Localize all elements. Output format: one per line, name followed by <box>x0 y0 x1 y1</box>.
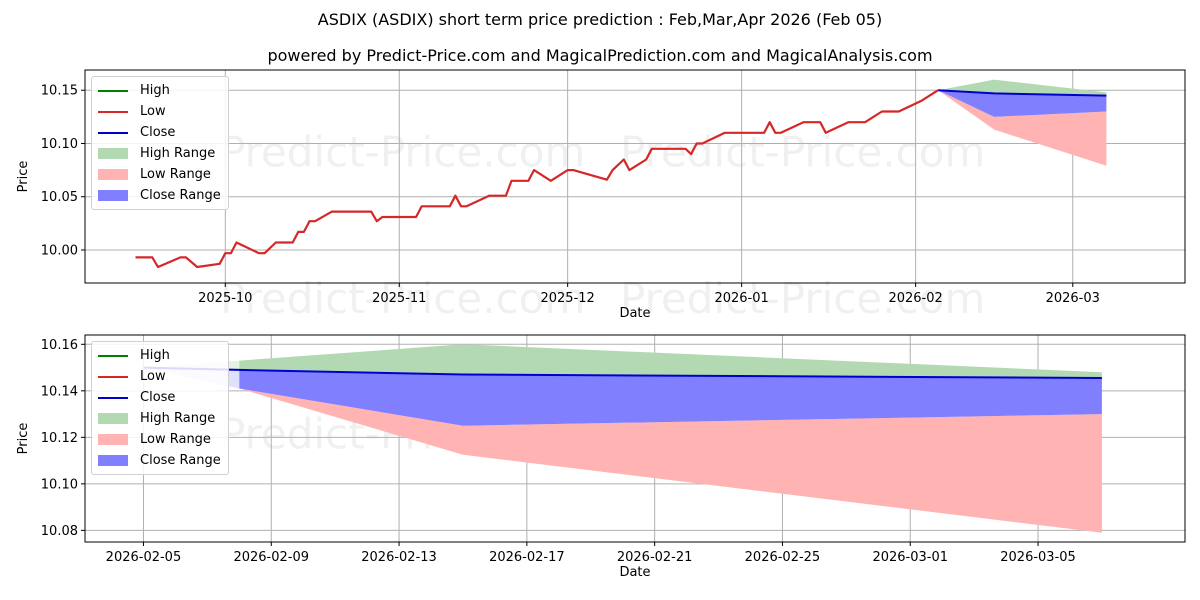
legend-swatch <box>98 110 128 113</box>
x-tick-label: 2025-12 <box>540 291 594 306</box>
legend-item-close-range: Close Range <box>98 185 221 206</box>
legend-item-close-range: Close Range <box>98 450 221 471</box>
x-tick-label: 2026-03-01 <box>872 550 948 565</box>
legend-label: High Range <box>140 146 216 161</box>
watermark: Predict-Price.com Predict-Price.com Predic… <box>220 128 985 324</box>
svg-text:Predict-Price.com: Predict-Price.com <box>620 274 985 323</box>
x-tick-label: 2026-03-05 <box>1000 550 1076 565</box>
legend-swatch <box>98 455 128 466</box>
legend-item-close: Close <box>98 122 221 143</box>
y-tick-label: 10.10 <box>41 477 78 492</box>
x-axis-label: Date <box>619 565 650 580</box>
x-tick-label: 2026-03 <box>1046 291 1100 306</box>
low-history-line <box>135 89 939 269</box>
legend-label: Close <box>140 125 176 140</box>
chart-title: ASDIX (ASDIX) short term price predictio… <box>317 10 883 29</box>
x-axis-label: Date <box>619 306 650 321</box>
x-tick-label: 2026-01 <box>714 291 768 306</box>
high-range-area <box>239 344 1102 378</box>
low-range-area <box>938 90 1107 166</box>
y-tick-label: 10.05 <box>41 190 78 205</box>
legend-swatch <box>98 89 128 92</box>
y-tick-label: 10.10 <box>41 137 78 152</box>
chart-subtitle: powered by Predict-Price.com and Magical… <box>267 46 933 65</box>
legend-label: Low <box>140 104 166 119</box>
legend-item-low-range: Low Range <box>98 429 221 450</box>
legend-swatch <box>98 413 128 424</box>
legend-label: Low Range <box>140 167 211 182</box>
legend-item-low-range: Low Range <box>98 164 221 185</box>
legend-label: Close <box>140 390 176 405</box>
x-tick-label: 2026-02-21 <box>617 550 693 565</box>
x-tick-label: 2026-02-13 <box>361 550 437 565</box>
legend-swatch <box>98 396 128 399</box>
svg-text:Predict-Price.com: Predict-Price.com <box>220 128 585 177</box>
svg-text:Predict-Price.com: Predict-Price.com <box>220 274 585 323</box>
x-tick-label: 2026-02 <box>888 291 942 306</box>
legend-label: High Range <box>140 411 216 426</box>
y-tick-label: 10.08 <box>41 524 78 539</box>
legend-swatch <box>98 131 128 134</box>
y-axis-label: Price <box>16 161 31 193</box>
legend-label: High <box>140 83 170 98</box>
y-tick-label: 10.16 <box>41 338 78 353</box>
legend-swatch <box>98 190 128 201</box>
close-line <box>938 89 1107 97</box>
svg-text:Predict-Price.com: Predict-Price.com <box>620 128 985 177</box>
legend-item-high: High <box>98 345 221 366</box>
legend-top: High Low Close High Range Low Range Close Ran… <box>91 76 229 210</box>
close-range-area <box>239 369 1102 426</box>
legend-item-high-range: High Range <box>98 143 221 164</box>
legend-label: Close Range <box>140 188 221 203</box>
legend-swatch <box>98 148 128 159</box>
y-tick-label: 10.00 <box>41 243 78 258</box>
legend-bottom: High Low Close High Range Low Range Close Ran… <box>91 341 229 475</box>
legend-swatch <box>98 375 128 378</box>
legend-item-high-range: High Range <box>98 408 221 429</box>
legend-item-close: Close <box>98 387 221 408</box>
price-chart-top: Predict-Price.com Predict-Price.com Predic… <box>16 69 1186 324</box>
legend-label: Low Range <box>140 432 211 447</box>
close-range-area <box>938 90 1107 117</box>
y-tick-label: 10.12 <box>41 431 78 446</box>
legend-label: Low <box>140 369 166 384</box>
low-range-area <box>239 388 1102 533</box>
legend-swatch <box>98 434 128 445</box>
legend-swatch <box>98 169 128 180</box>
x-tick-label: 2025-11 <box>372 291 426 306</box>
y-tick-label: 10.15 <box>41 84 78 99</box>
x-tick-label: 2026-02-17 <box>489 550 565 565</box>
legend-item-low: Low <box>98 366 221 387</box>
legend-item-high: High <box>98 80 221 101</box>
y-tick-label: 10.14 <box>41 384 78 399</box>
x-tick-label: 2026-02-25 <box>745 550 821 565</box>
x-tick-label: 2026-02-05 <box>106 550 182 565</box>
legend-label: High <box>140 348 170 363</box>
x-tick-label: 2026-02-09 <box>233 550 309 565</box>
x-tick-label: 2025-10 <box>198 291 252 306</box>
legend-swatch <box>98 354 128 357</box>
legend-item-low: Low <box>98 101 221 122</box>
y-axis-label: Price <box>16 423 31 455</box>
legend-label: Close Range <box>140 453 221 468</box>
